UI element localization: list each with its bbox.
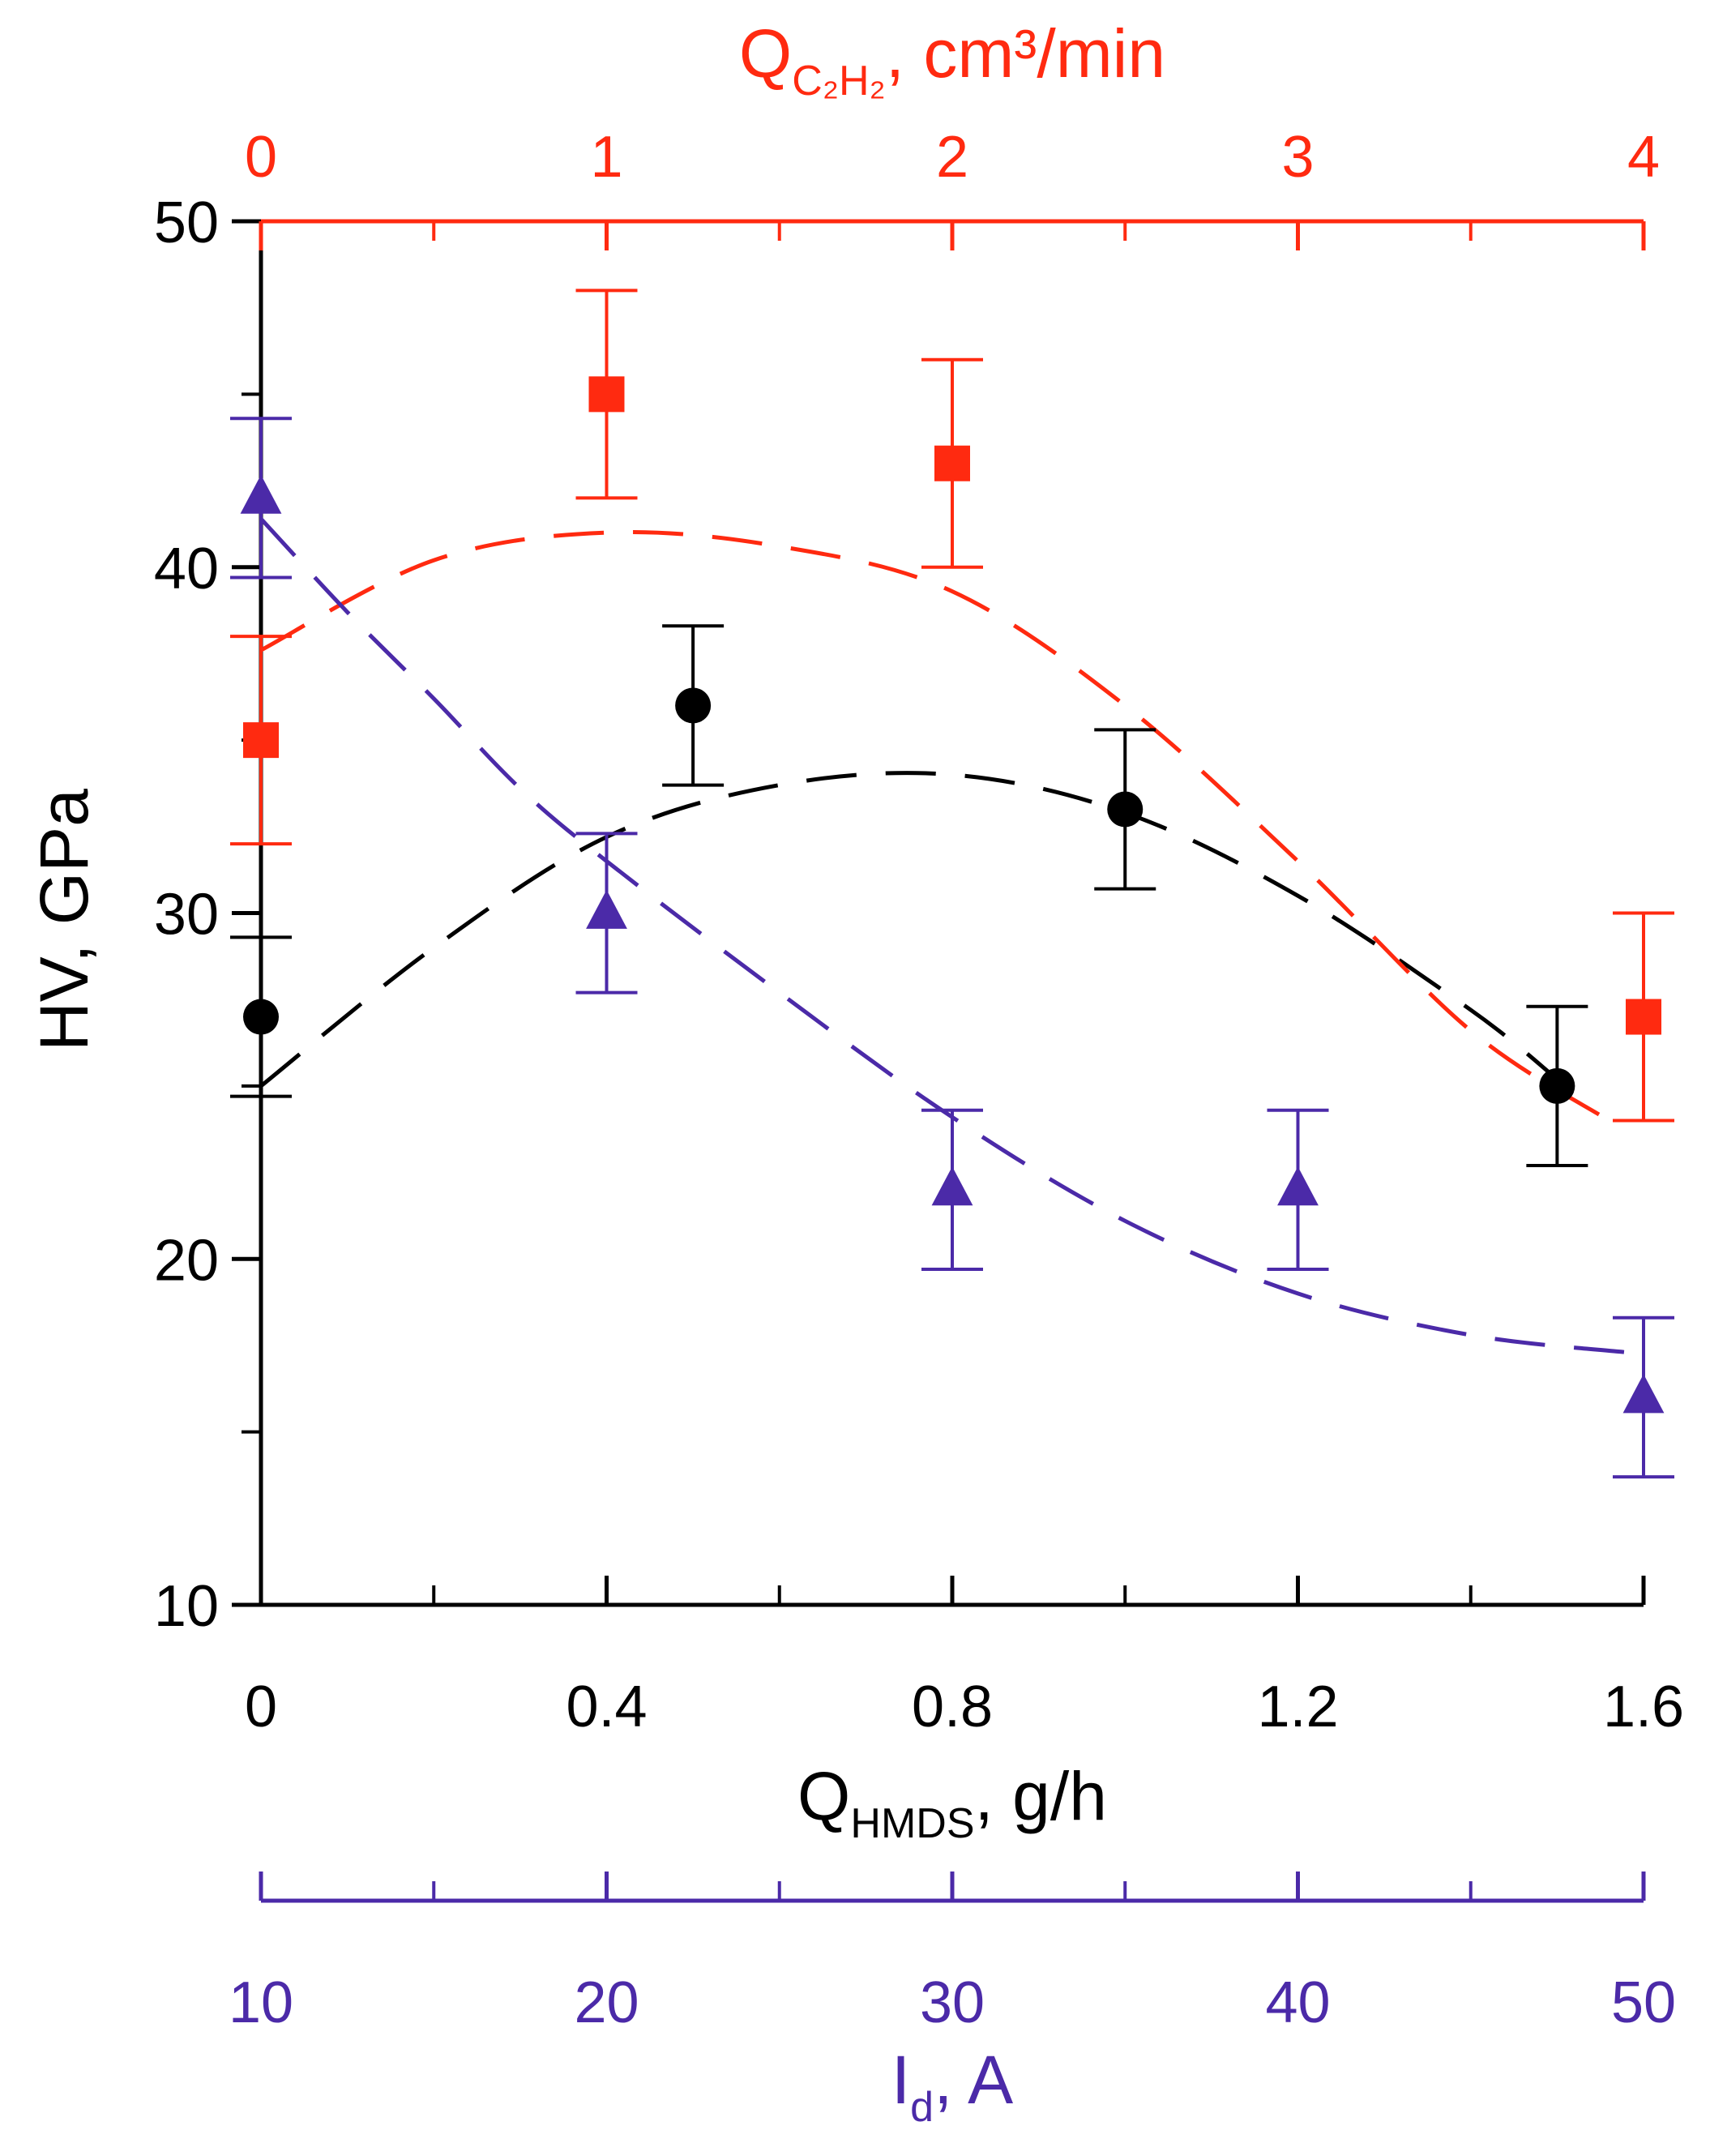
extra-axis-title-rest: , A xyxy=(934,2042,1013,2118)
x-axis-title-rest: , g/h xyxy=(975,1758,1107,1834)
square-marker xyxy=(934,445,970,481)
triangle-marker xyxy=(1622,1374,1665,1414)
x-axis-title-sub: HMDS xyxy=(850,1800,974,1847)
top-x-tick-label: 4 xyxy=(1627,125,1660,190)
fit-curve-0 xyxy=(259,771,1558,1088)
circle-marker xyxy=(243,999,279,1035)
top-axis-title-sub: C₂H₂ xyxy=(792,58,885,105)
triangle-marker xyxy=(586,889,627,929)
triangle-marker xyxy=(931,1166,973,1206)
x-tick-label: 0.8 xyxy=(912,1675,993,1739)
error-bars xyxy=(230,289,1674,1479)
axes-frame xyxy=(232,219,1646,1903)
x-axis-title-main: Q xyxy=(797,1758,850,1834)
fit-curve-1 xyxy=(259,529,1610,1123)
data-points xyxy=(240,376,1665,1414)
x-tick-label: 0.4 xyxy=(566,1675,647,1739)
y-tick-label: 20 xyxy=(154,1228,219,1293)
circle-marker xyxy=(675,687,712,724)
fit-curve-2 xyxy=(259,517,1627,1354)
tick-labels: 10 20 30 40 50 0 0.4 0.8 1.2 1.6 0 1 2 3 4 10 20 30 40 50 xyxy=(154,125,1684,2035)
extra-axis-title: Id, A xyxy=(891,2042,1013,2131)
top-x-tick-label: 3 xyxy=(1281,125,1314,190)
extra-x-tick-label: 30 xyxy=(920,1970,985,2035)
top-axis-title-main: Q xyxy=(739,15,792,92)
circle-marker xyxy=(1107,791,1144,828)
y-axis-title: HV, GPa xyxy=(26,789,102,1051)
top-axis-title: QC₂H₂, cm³/min xyxy=(739,15,1165,105)
x-axis-title: QHMDS, g/h xyxy=(797,1758,1107,1847)
extra-x-tick-label: 40 xyxy=(1265,1970,1330,2035)
y-tick-label: 50 xyxy=(154,190,219,255)
extra-x-tick-label: 50 xyxy=(1611,1970,1676,2035)
top-x-tick-label: 1 xyxy=(590,125,622,190)
square-marker xyxy=(1626,999,1661,1035)
y-tick-label: 10 xyxy=(154,1574,219,1639)
fit-curves xyxy=(259,517,1627,1354)
triangle-marker xyxy=(1277,1166,1319,1206)
extra-axis-title-main: I xyxy=(891,2042,910,2118)
extra-axis-title-sub: d xyxy=(910,2084,934,2131)
top-axis-title-rest: , cm³/min xyxy=(886,15,1165,92)
top-x-tick-label: 2 xyxy=(936,125,968,190)
y-tick-label: 30 xyxy=(154,883,219,948)
y-tick-label: 40 xyxy=(154,537,219,601)
extra-x-tick-label: 20 xyxy=(574,1970,639,2035)
top-x-tick-label: 0 xyxy=(245,125,277,190)
extra-x-tick-label: 10 xyxy=(229,1970,293,2035)
square-marker xyxy=(243,722,279,759)
circle-marker xyxy=(1539,1067,1575,1104)
square-marker xyxy=(588,376,625,413)
x-tick-label: 1.2 xyxy=(1257,1675,1338,1739)
x-tick-label: 0 xyxy=(245,1675,277,1739)
triangle-marker xyxy=(240,474,282,514)
x-tick-label: 1.6 xyxy=(1603,1675,1684,1739)
